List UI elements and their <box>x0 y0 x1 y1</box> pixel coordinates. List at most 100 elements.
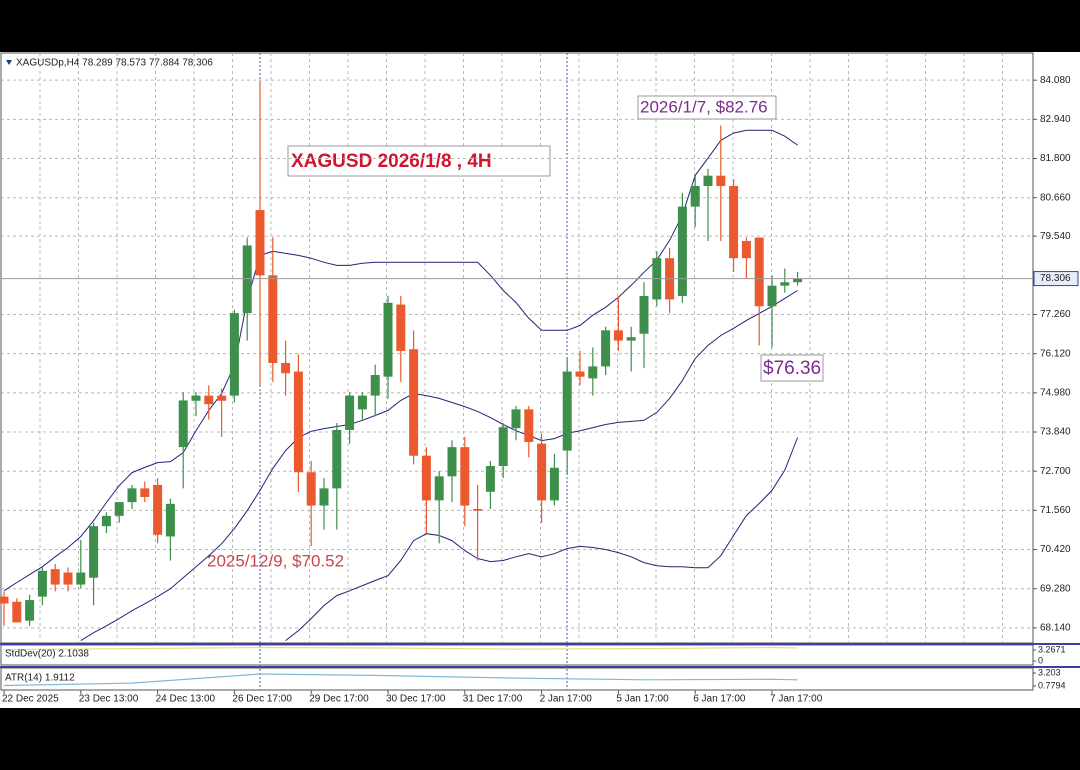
symbol-arrow <box>6 60 12 65</box>
candle-body <box>268 275 278 363</box>
x-tick-label: 26 Dec 17:00 <box>232 694 292 705</box>
annotation: $76.36 <box>763 358 821 379</box>
candle-body <box>281 362 291 374</box>
candle-body <box>575 371 585 377</box>
chart-header: XAGUSDp,H4 78.289 78.573 77.884 78.306 <box>16 58 213 69</box>
x-tick-label: 7 Jan 17:00 <box>770 694 823 705</box>
annotation: 2025/12/9, $70.52 <box>207 551 344 570</box>
indicator-tick-label: 3.203 <box>1038 667 1061 677</box>
candle-body <box>498 427 508 467</box>
candle-body <box>690 186 700 207</box>
indicator-line <box>3 673 798 687</box>
x-tick-label: 24 Dec 13:00 <box>156 694 216 705</box>
candle-body <box>140 488 150 497</box>
candle-body <box>127 488 137 503</box>
current-price-label: 78.306 <box>1040 273 1071 284</box>
x-tick-label: 5 Jan 17:00 <box>616 694 669 705</box>
y-tick-label: 72.700 <box>1040 466 1071 477</box>
annotation: XAGUSD 2026/1/8 , 4H <box>291 151 492 172</box>
candle-body <box>370 374 380 396</box>
y-tick-label: 82.940 <box>1040 114 1071 125</box>
candle-body <box>383 302 393 377</box>
band-line <box>3 129 798 592</box>
candle-body <box>460 447 470 506</box>
x-tick-label: 6 Jan 17:00 <box>693 694 746 705</box>
candle-body <box>204 395 214 405</box>
candle-body <box>153 484 163 535</box>
indicator-tick-label: 3.2671 <box>1038 644 1066 654</box>
candle-body <box>63 572 73 585</box>
candle-body <box>754 237 764 307</box>
candle-body <box>447 447 457 477</box>
candle-body <box>537 443 547 501</box>
candle-body <box>613 330 623 341</box>
annotation-box <box>760 354 824 382</box>
candle-body <box>89 526 99 578</box>
candle-body <box>191 395 201 401</box>
candle-body <box>396 304 406 351</box>
candle-body <box>178 400 188 448</box>
candle-body <box>409 349 419 456</box>
candle-body <box>601 330 611 367</box>
candle-body <box>25 600 35 621</box>
x-tick-label: 23 Dec 13:00 <box>79 694 139 705</box>
candle-body <box>741 240 751 259</box>
candle-body <box>729 186 739 259</box>
candle-body <box>37 570 47 597</box>
candle-body <box>549 467 559 501</box>
y-tick-label: 74.980 <box>1040 387 1071 398</box>
candle-body <box>242 245 252 314</box>
candle-body <box>332 429 342 489</box>
x-tick-label: 30 Dec 17:00 <box>386 694 446 705</box>
candle-body <box>626 337 636 341</box>
candle-body <box>677 206 687 296</box>
y-tick-label: 84.080 <box>1040 75 1071 86</box>
y-tick-label: 68.140 <box>1040 623 1071 634</box>
indicator-label: StdDev(20) 2.1038 <box>5 649 89 660</box>
y-tick-label: 73.840 <box>1040 427 1071 438</box>
candle-body <box>780 282 790 286</box>
band-line <box>80 290 798 642</box>
candle-body <box>255 210 265 276</box>
candle-body <box>165 503 175 537</box>
x-tick-label: 22 Dec 2025 <box>2 694 59 705</box>
y-tick-label: 79.540 <box>1040 231 1071 242</box>
annotation: 2026/1/7, $82.76 <box>640 97 768 116</box>
current-price-tag <box>1033 271 1079 287</box>
candle-body <box>511 409 521 429</box>
y-tick-label: 76.120 <box>1040 348 1071 359</box>
candle-body <box>76 572 86 585</box>
annotation-box <box>287 145 551 177</box>
band-line <box>285 437 799 641</box>
y-tick-label: 77.260 <box>1040 309 1071 320</box>
candle-body <box>716 175 726 187</box>
candle-body <box>588 366 598 379</box>
candle-body <box>229 313 239 396</box>
candle-body <box>50 569 60 585</box>
x-tick-label: 31 Dec 17:00 <box>463 694 523 705</box>
candle-body <box>357 395 367 410</box>
candle-body <box>524 409 534 442</box>
candle-body <box>767 285 777 307</box>
candle-body <box>434 476 444 501</box>
candle-body <box>485 466 495 492</box>
y-tick-label: 69.280 <box>1040 583 1071 594</box>
candle-body <box>319 488 329 506</box>
candle-body <box>345 395 355 430</box>
candle-body <box>421 455 431 501</box>
y-tick-label: 71.560 <box>1040 505 1071 516</box>
y-tick-label: 81.800 <box>1040 153 1071 164</box>
candle-body <box>639 295 649 334</box>
y-tick-label: 80.660 <box>1040 192 1071 203</box>
indicator-tick-label: 0.7794 <box>1038 680 1066 690</box>
candle-body <box>793 278 803 283</box>
indicator-line <box>3 646 798 651</box>
candle-body <box>114 502 124 516</box>
x-tick-label: 2 Jan 17:00 <box>540 694 593 705</box>
x-tick-label: 29 Dec 17:00 <box>309 694 369 705</box>
candle-body <box>306 472 316 506</box>
indicator-label: ATR(14) 1.9112 <box>5 673 75 684</box>
candle-body <box>101 515 111 527</box>
candle-body <box>473 508 483 511</box>
